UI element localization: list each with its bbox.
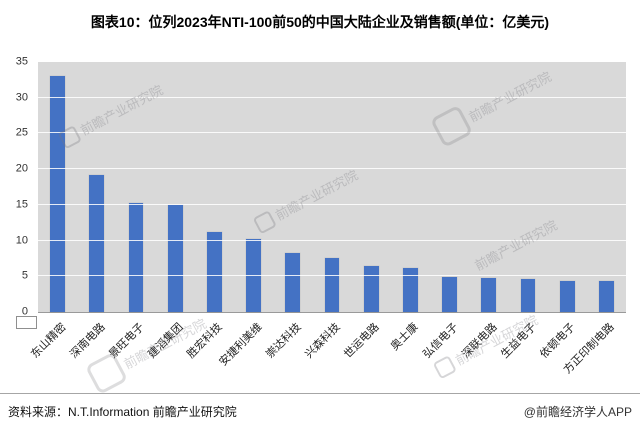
bar-cell [38,62,77,312]
y-tick-label: 5 [21,269,28,282]
chart-title: 图表10：位列2023年NTI-100前50的中国大陆企业及销售额(单位：亿美元… [90,14,550,30]
bar-cell [508,62,547,312]
bar [481,277,497,312]
bar [89,174,105,312]
bar-cell [273,62,312,312]
bar [363,266,379,312]
y-tick-label: 20 [15,162,28,175]
gridline [38,61,626,62]
y-tick-label: 10 [15,234,28,247]
source-note: 资料来源：N.T.Information 前瞻产业研究院 [8,405,237,419]
bar [442,277,458,312]
bar-cell [352,62,391,312]
bar [50,76,66,312]
gridline [38,168,626,170]
bar [324,258,340,312]
x-label-cell: 世运电路 [342,316,391,390]
bars [38,62,626,312]
gridline [38,275,626,277]
bar [167,204,183,312]
x-axis-labels: 东山精密 深南电路 景旺电子 建滔集团 胜宏科技 安捷利美维 崇达科技 兴森科技 世运电路 奥士康… [29,316,626,390]
gridline [38,203,626,205]
bar [206,232,222,312]
bar [402,268,418,312]
bar [599,281,614,312]
bar-cell [391,62,430,312]
bar-cell [195,62,234,312]
bar [520,279,536,312]
bar-cell [430,62,469,312]
bar-cell [156,62,195,312]
bar-cell [77,62,116,312]
y-tick-label: 15 [15,198,28,211]
bar [285,253,301,312]
bar [559,280,575,312]
footer-divider [0,393,640,394]
bar [128,203,144,312]
y-tick-label: 25 [15,126,28,139]
gridline [38,239,626,241]
y-axis: 0 5 10 15 20 25 30 35 [0,56,34,317]
bar-cell [548,62,587,312]
bar-cell [469,62,508,312]
bar-cell [587,62,626,312]
y-tick-label: 35 [15,55,28,68]
x-axis-label: 奥士康 [389,321,422,353]
plot-area [38,61,626,313]
origin-marker [16,316,37,329]
y-tick-label: 30 [15,91,28,104]
gridline [38,132,626,134]
gridline [38,96,626,98]
credit-note: @前瞻经济学人APP [523,405,632,419]
y-tick-label: 0 [21,305,28,318]
bar-cell [116,62,155,312]
bar-cell [312,62,351,312]
x-label-cell: 方正印制电路 [562,316,626,390]
